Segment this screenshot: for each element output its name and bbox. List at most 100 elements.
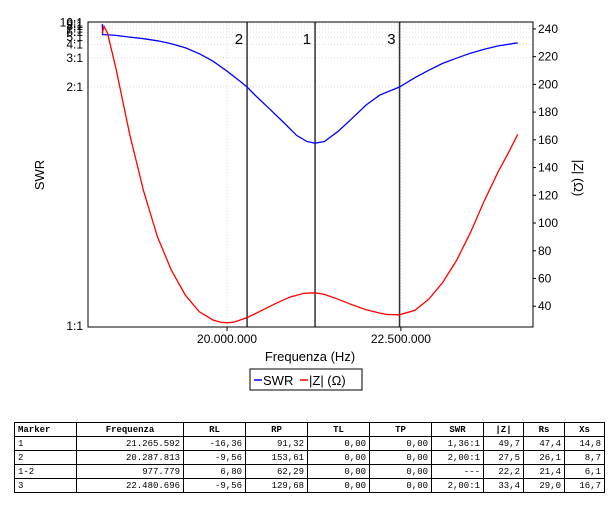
- legend-z-label: |Z| (Ω): [309, 373, 346, 388]
- right-tick-label: 60: [538, 271, 552, 285]
- cell-frequency: 20.287.813: [76, 450, 184, 465]
- cell-tl: 0,00: [307, 450, 370, 465]
- cell-rl: 6,80: [183, 464, 246, 479]
- x-tick-label: 20.000.000: [197, 332, 257, 346]
- cell-swr: 2,00:1: [431, 478, 484, 493]
- series-layer: [101, 24, 519, 324]
- cell-rp: 62,29: [245, 464, 308, 479]
- cell-frequency: 21.265.592: [76, 436, 184, 451]
- right-tick-label: 180: [538, 105, 558, 119]
- cell-xs: 6,1: [564, 464, 605, 479]
- table-header-row: Marker Frequenza RL RP TL TP SWR |Z| Rs …: [14, 422, 605, 437]
- cell-tp: 0,00: [369, 450, 432, 465]
- marker-label: 2: [235, 31, 243, 48]
- cell-rp: 129,68: [245, 478, 308, 493]
- cell-tl: 0,00: [307, 436, 370, 451]
- cell-xs: 14,8: [564, 436, 605, 451]
- cell-xs: 8,7: [564, 450, 605, 465]
- col-frequency-header: Frequenza: [76, 422, 184, 437]
- cell-tp: 0,00: [369, 464, 432, 479]
- cell-tl: 0,00: [307, 478, 370, 493]
- marker-table: Marker Frequenza RL RP TL TP SWR |Z| Rs …: [14, 422, 605, 493]
- cell-z: 27,5: [483, 450, 524, 465]
- right-tick-label: 160: [538, 133, 558, 147]
- swr-impedance-chart: 2 1 3 1:1 2:1 3:1 4:1 5:1 6:1 7:1 8:1 9:1 10:1 40 60…: [32, 15, 586, 391]
- chart-svg: 2 1 3 1:1 2:1 3:14:15:16:17:18:19:110:1 40 60…: [32, 15, 586, 391]
- cell-frequency: 22.480.696: [76, 478, 184, 493]
- cell-rs: 21,4: [523, 464, 565, 479]
- right-tick-label: 240: [538, 22, 558, 36]
- cell-rp: 91,32: [245, 436, 308, 451]
- cell-swr: 1,36:1: [431, 436, 484, 451]
- cell-z: 22,2: [483, 464, 524, 479]
- left-tick-label: 1:1: [66, 319, 83, 333]
- left-tick-label: 9:1: [66, 17, 83, 31]
- col-xs-header: Xs: [564, 422, 605, 437]
- marker-label: 3: [387, 31, 395, 48]
- legend: SWR |Z| (Ω): [249, 368, 363, 391]
- cell-marker: 1: [14, 436, 77, 451]
- right-tick-label: 200: [538, 77, 558, 91]
- left-tick-label: 8:1: [66, 19, 83, 33]
- left-tick-label: 10:1: [60, 15, 84, 29]
- plot-frame: [87, 21, 534, 328]
- cell-xs: 16,7: [564, 478, 605, 493]
- left-tick-label: 6:1: [66, 25, 83, 39]
- cell-rs: 26,1: [523, 450, 565, 465]
- cell-marker: 1-2: [14, 464, 77, 479]
- right-axis-ticks: 40 60 80 100 120 140 160 180 200 220 240: [533, 22, 558, 313]
- right-tick-label: 40: [538, 299, 552, 313]
- swr-series-line: [101, 24, 518, 144]
- cell-swr: 2,00:1: [431, 450, 484, 465]
- cell-rs: 47,4: [523, 436, 565, 451]
- cell-z: 33,4: [483, 478, 524, 493]
- col-swr-header: SWR: [431, 422, 484, 437]
- left-tick-label: 2:1: [66, 80, 83, 94]
- cell-rs: 29,0: [523, 478, 565, 493]
- col-rs-header: Rs: [523, 422, 565, 437]
- cell-z: 49,7: [483, 436, 524, 451]
- x-axis-ticks: 20.000.000 22.500.000: [197, 327, 431, 346]
- cell-tl: 0,00: [307, 464, 370, 479]
- table-row: 1 21.265.592 -16,36 91,32 0,00 0,00 1,36…: [14, 436, 605, 451]
- cell-marker: 2: [14, 450, 77, 465]
- table-row: 3 22.480.696 -9,56 129,68 0,00 0,00 2,00…: [14, 478, 605, 493]
- cell-marker: 3: [14, 478, 77, 493]
- right-tick-label: 220: [538, 50, 558, 64]
- right-tick-label: 120: [538, 188, 558, 202]
- left-tick-label: 3:1: [66, 51, 83, 65]
- right-tick-label: 100: [538, 216, 558, 230]
- col-tl-header: TL: [307, 422, 370, 437]
- table-row: 2 20.287.813 -9,56 153,61 0,00 0,00 2,00…: [14, 450, 605, 465]
- col-tp-header: TP: [369, 422, 432, 437]
- cell-rl: -9,56: [183, 478, 246, 493]
- left-axis-ticks: 1:1 2:1 3:14:15:16:17:18:19:110:1: [60, 15, 84, 333]
- left-tick-label: 7:1: [66, 22, 83, 36]
- col-rp-header: RP: [245, 422, 308, 437]
- table-row: 1-2 977.779 6,80 62,29 0,00 0,00 --- 22,…: [14, 464, 605, 479]
- right-axis-title: |Z| (Ω): [571, 160, 586, 197]
- left-tick-label: 5:1: [66, 30, 83, 44]
- plot-background: [88, 22, 533, 327]
- marker-label: 1: [303, 31, 311, 48]
- cell-frequency: 977.779: [76, 464, 184, 479]
- col-rl-header: RL: [183, 422, 246, 437]
- cell-tp: 0,00: [369, 478, 432, 493]
- cell-rl: -16,36: [183, 436, 246, 451]
- right-tick-label: 80: [538, 244, 552, 258]
- col-z-header: |Z|: [483, 422, 524, 437]
- impedance-series-line: [101, 24, 519, 324]
- marker-table-container: Marker Frequenza RL RP TL TP SWR |Z| Rs …: [14, 422, 605, 493]
- right-tick-label: 140: [538, 161, 558, 175]
- x-axis-title: Frequenza (Hz): [265, 349, 355, 364]
- left-tick-label: 4:1: [66, 38, 83, 52]
- cell-rl: -9,56: [183, 450, 246, 465]
- cell-rp: 153,61: [245, 450, 308, 465]
- cell-swr: ---: [431, 464, 484, 479]
- left-axis-title: SWR: [32, 160, 47, 190]
- marker-layer: 2 1 3: [235, 22, 401, 327]
- legend-swr-label: SWR: [263, 373, 293, 388]
- col-marker-header: Marker: [14, 422, 77, 437]
- x-tick-label: 22.500.000: [371, 332, 431, 346]
- cell-tp: 0,00: [369, 436, 432, 451]
